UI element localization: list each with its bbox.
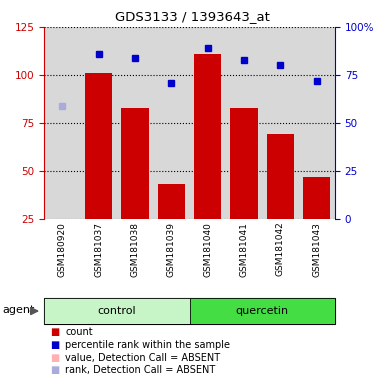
Text: count: count (65, 327, 93, 337)
Bar (117, 27, 153, 219)
Text: ■: ■ (50, 327, 59, 337)
Text: rank, Detection Call = ABSENT: rank, Detection Call = ABSENT (65, 365, 216, 375)
Bar (194, 54, 221, 219)
Text: percentile rank within the sample: percentile rank within the sample (65, 340, 231, 350)
Bar (262, 27, 299, 219)
Text: ■: ■ (50, 340, 59, 350)
Bar (190, 27, 226, 219)
Bar (299, 27, 335, 219)
Bar (44, 27, 80, 219)
Bar (85, 73, 112, 219)
Text: ■: ■ (50, 353, 59, 362)
Bar (190, 298, 335, 324)
Bar (226, 27, 262, 219)
Bar (267, 134, 294, 219)
Bar (158, 184, 185, 219)
Bar (122, 108, 149, 219)
Bar (303, 177, 330, 219)
Text: quercetin: quercetin (236, 306, 289, 316)
Text: agent: agent (2, 305, 35, 315)
Bar (153, 27, 189, 219)
Bar (231, 108, 258, 219)
Text: value, Detection Call = ABSENT: value, Detection Call = ABSENT (65, 353, 221, 362)
Text: ■: ■ (50, 365, 59, 375)
Bar (80, 27, 117, 219)
Text: control: control (98, 306, 136, 316)
Bar (44, 298, 190, 324)
Text: GDS3133 / 1393643_at: GDS3133 / 1393643_at (115, 10, 270, 23)
